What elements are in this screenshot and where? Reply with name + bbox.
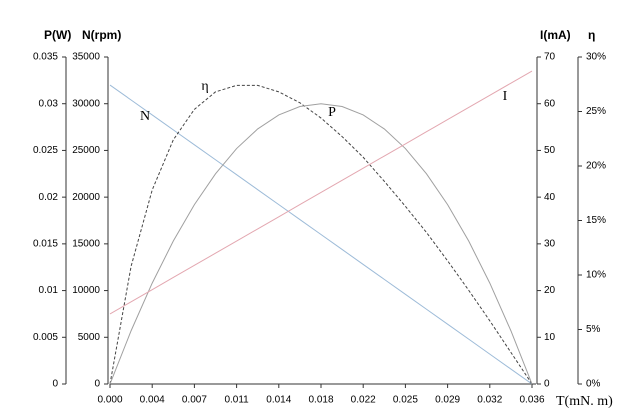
y-tick-label: 15000 bbox=[72, 238, 100, 249]
y-tick-label: 10% bbox=[586, 270, 606, 281]
x-tick-label: 0.011 bbox=[224, 395, 249, 406]
y-tick-label: 30000 bbox=[72, 98, 100, 109]
y-tick-label: 20000 bbox=[72, 192, 100, 203]
y-tick-label: 0 bbox=[94, 379, 100, 390]
y-tick-label: 0% bbox=[586, 379, 601, 390]
x-tick-label: 0.036 bbox=[519, 395, 544, 406]
y-tick-label: 0.02 bbox=[39, 192, 59, 203]
i-axis-title: I(mA) bbox=[540, 28, 571, 42]
x-tick-label: 0.000 bbox=[97, 395, 122, 406]
x-tick-label: 0.025 bbox=[393, 395, 418, 406]
y-tick-label: 20% bbox=[586, 161, 606, 172]
series-label: P bbox=[328, 105, 336, 120]
y-tick-label: 0.01 bbox=[39, 285, 59, 296]
y-tick-label: 30 bbox=[544, 238, 556, 249]
series-label: N bbox=[140, 109, 150, 124]
x-tick-label: 0.004 bbox=[140, 395, 165, 406]
x-tick-label: 0.018 bbox=[308, 395, 333, 406]
n-axis-title: N(rpm) bbox=[82, 28, 121, 42]
series-line bbox=[109, 103, 533, 385]
y-tick-label: 0.005 bbox=[33, 332, 58, 343]
x-tick-label: 0.014 bbox=[266, 395, 291, 406]
y-tick-label: 70 bbox=[544, 52, 556, 63]
y-tick-label: 10 bbox=[544, 332, 556, 343]
series-label: η bbox=[201, 79, 208, 94]
y-tick-label: 25000 bbox=[72, 145, 100, 156]
y-tick-label: 10000 bbox=[72, 285, 100, 296]
x-tick-label: 0.032 bbox=[477, 395, 502, 406]
y-tick-label: 40 bbox=[544, 192, 556, 203]
y-tick-label: 50 bbox=[544, 145, 556, 156]
x-axis-title: T(mN. m) bbox=[556, 394, 613, 409]
y-tick-label: 20 bbox=[544, 285, 556, 296]
y-tick-label: 5000 bbox=[78, 332, 101, 343]
y-tick-label: 30% bbox=[586, 52, 606, 63]
y-tick-label: 0 bbox=[52, 379, 58, 390]
y-tick-label: 0.03 bbox=[39, 98, 59, 109]
x-tick-label: 0.022 bbox=[351, 395, 376, 406]
p-axis-title: P(W) bbox=[44, 28, 71, 42]
x-tick-label: 0.029 bbox=[435, 395, 460, 406]
y-tick-label: 0.035 bbox=[33, 52, 58, 63]
x-tick-label: 0.007 bbox=[182, 395, 207, 406]
y-tick-label: 5% bbox=[586, 324, 601, 335]
y-tick-label: 25% bbox=[586, 106, 606, 117]
series-line bbox=[109, 70, 533, 315]
eta-axis-title: η bbox=[588, 28, 595, 42]
series-line bbox=[109, 84, 533, 385]
y-tick-label: 0.025 bbox=[33, 145, 58, 156]
y-tick-label: 60 bbox=[544, 98, 556, 109]
series-line bbox=[109, 84, 533, 385]
y-tick-label: 0 bbox=[544, 379, 550, 390]
y-tick-label: 0.015 bbox=[33, 238, 58, 249]
series-label: I bbox=[503, 89, 508, 104]
y-tick-label: 35000 bbox=[72, 52, 100, 63]
y-tick-label: 15% bbox=[586, 215, 606, 226]
